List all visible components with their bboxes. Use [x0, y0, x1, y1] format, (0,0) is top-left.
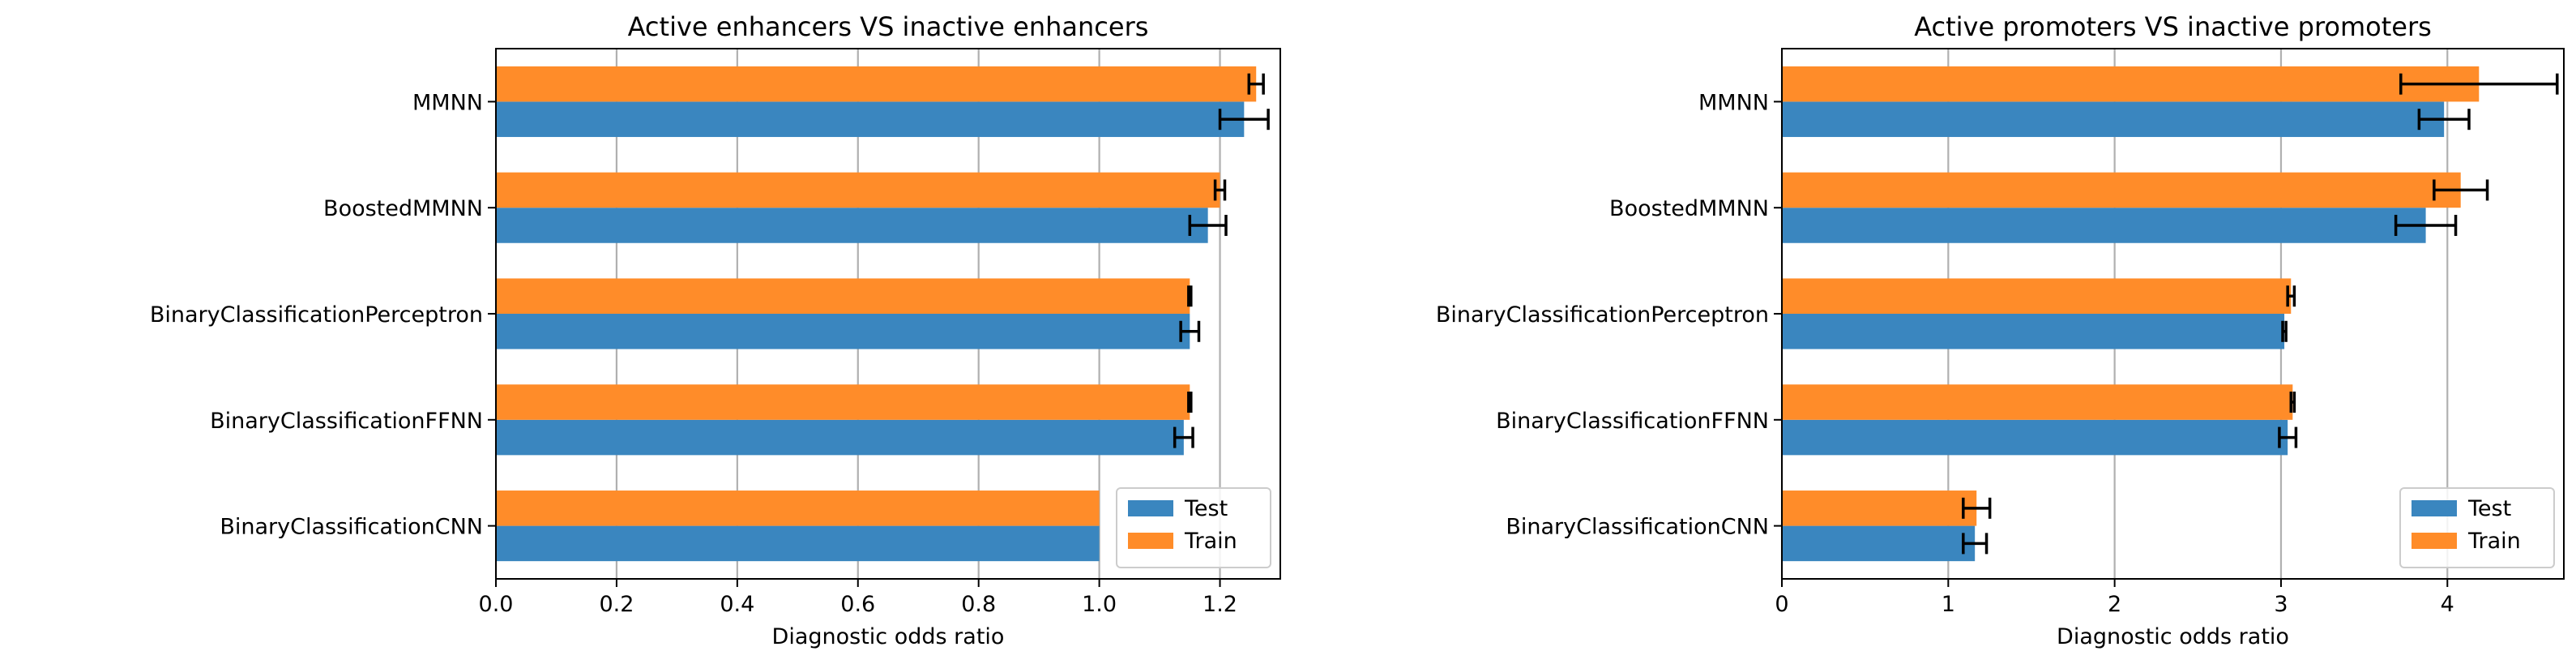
bar-train	[496, 278, 1190, 314]
error-bar	[1188, 214, 1228, 236]
bar-train	[1782, 172, 2461, 208]
legend-swatch-test	[1128, 500, 1173, 516]
error-bar	[2286, 285, 2296, 307]
bar-test	[496, 314, 1190, 349]
y-tick-label: BoostedMMNN	[323, 196, 483, 221]
bar-train	[496, 66, 1257, 102]
x-tick-label: 0.8	[961, 592, 996, 617]
chart-promoters: 0 1 2 3 4 MMNN BoostedMMNN BinaryClassification…	[1436, 11, 2565, 649]
x-tick-label: 2	[2108, 592, 2121, 617]
error-bar	[2417, 109, 2471, 131]
bar-train	[1782, 384, 2293, 420]
bar-train	[1782, 278, 2292, 314]
error-bar	[1962, 533, 1989, 555]
legend: Test Train	[1116, 487, 1271, 568]
bar-test	[496, 525, 1100, 562]
bar-test	[1782, 314, 2285, 349]
x-tick-label: 3	[2274, 592, 2288, 617]
legend-swatch-train	[1128, 533, 1173, 549]
x-axis-label: Diagnostic odds ratio	[772, 624, 1005, 649]
bar-train	[496, 172, 1220, 208]
x-tick-label: 4	[2441, 592, 2454, 617]
error-bar	[1187, 392, 1193, 413]
bar-train	[1782, 66, 2480, 102]
y-tick-label: BinaryClassificationFFNN	[210, 409, 483, 434]
error-bar	[2278, 426, 2298, 448]
x-tick-label: 0.0	[479, 592, 514, 617]
bar-test	[496, 208, 1208, 243]
y-tick-label: BinaryClassificationPerceptron	[1436, 302, 1769, 328]
error-bar	[1247, 73, 1265, 95]
legend: Test Train	[2399, 487, 2555, 568]
error-bar	[1213, 179, 1227, 201]
y-tick-label: BinaryClassificationCNN	[1506, 515, 1769, 540]
x-tick-label: 0.4	[720, 592, 754, 617]
error-bar	[1173, 426, 1194, 448]
chart-title: Active promoters VS inactive promoters	[1914, 11, 2432, 42]
bar-train	[1782, 491, 1977, 526]
bar-train	[496, 384, 1190, 420]
error-bar	[2281, 320, 2288, 342]
bar-test	[1782, 419, 2288, 456]
legend-label-train: Train	[2467, 529, 2521, 554]
y-tick-label: BinaryClassificationPerceptron	[150, 302, 483, 328]
x-tick-label: 1	[1942, 592, 1955, 617]
error-bar	[1218, 109, 1270, 131]
legend-label-test: Test	[2467, 496, 2511, 521]
bar-train	[496, 491, 1100, 526]
error-bar	[1962, 497, 1992, 519]
legend-swatch-train	[2412, 533, 2457, 549]
error-bar	[2394, 214, 2458, 236]
x-axis-label: Diagnostic odds ratio	[2057, 624, 2289, 649]
x-tick-label: 0	[1775, 592, 1788, 617]
error-bar	[1187, 285, 1193, 307]
bar-test	[1782, 101, 2445, 137]
error-bar	[1179, 320, 1201, 342]
x-tick-label: 1.0	[1082, 592, 1117, 617]
bar-test	[1782, 208, 2426, 243]
error-bar	[2289, 392, 2296, 413]
y-tick-label: MMNN	[412, 90, 483, 115]
bar-test	[496, 419, 1184, 456]
chart-title: Active enhancers VS inactive enhancers	[628, 11, 1149, 42]
bar-test	[1782, 525, 1976, 562]
legend-label-test: Test	[1184, 496, 1228, 521]
error-bar	[2399, 73, 2559, 95]
bar-test	[496, 101, 1245, 137]
y-tick-label: MMNN	[1698, 90, 1769, 115]
x-tick-label: 0.6	[840, 592, 875, 617]
y-tick-label: BinaryClassificationFFNN	[1496, 409, 1769, 434]
y-tick-label: BinaryClassificationCNN	[220, 515, 483, 540]
legend-label-train: Train	[1184, 529, 1237, 554]
legend-swatch-test	[2412, 500, 2457, 516]
x-tick-label: 1.2	[1203, 592, 1237, 617]
error-bar	[2433, 179, 2489, 201]
chart-enhancers: 0.0 0.2 0.4 0.6 0.8 1.0 1.2 MMNN BoostedMMNN Bina…	[150, 11, 1281, 649]
x-tick-label: 0.2	[599, 592, 634, 617]
y-tick-label: BoostedMMNN	[1609, 196, 1769, 221]
